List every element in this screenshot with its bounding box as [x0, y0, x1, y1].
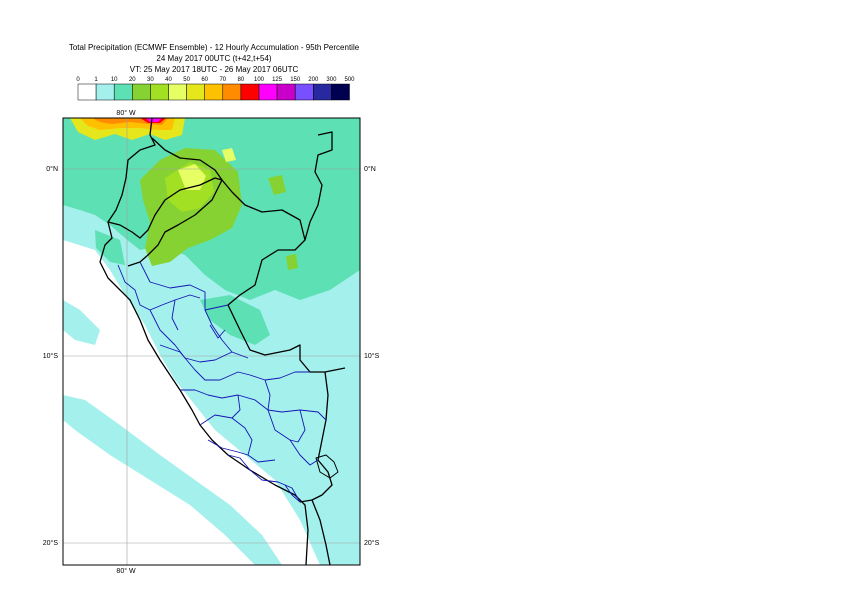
region-border [231, 394, 241, 419]
region-border [284, 484, 301, 503]
legend-tick-label: 80 [238, 77, 245, 83]
legend-tick-label: 50 [183, 77, 190, 83]
region-border [171, 299, 179, 331]
border-ecuador-peru [107, 177, 223, 267]
legend-tick-label: 0 [76, 77, 80, 83]
legend-tick-label: 10 [111, 77, 118, 83]
bottom-longitude-label: 80° W [116, 567, 136, 575]
legend-tick-label: 200 [308, 77, 319, 83]
legend-tick-label: 70 [219, 77, 226, 83]
region-border [207, 439, 249, 456]
legend-tick-label: 30 [147, 77, 154, 83]
legend-tick-label: 125 [272, 77, 283, 83]
map-title: Total Precipitation (ECMWF Ensemble) - 1… [68, 43, 360, 52]
lat-label-left: 0°N [46, 165, 58, 173]
lat-label-left: 20°S [43, 539, 59, 547]
lake-titicaca [315, 454, 339, 479]
border-colombia-ecuador [151, 137, 223, 181]
legend-tick-label: 100 [254, 77, 265, 83]
border-peru-brazil [227, 304, 346, 373]
border-bolivia-chile [311, 499, 331, 565]
legend-tick-label: 150 [290, 77, 301, 83]
top-longitude-label: 80° W [116, 109, 136, 117]
legend-swatch [331, 83, 350, 101]
valid-time: VT: 25 May 2017 18UTC - 26 May 2017 06UT… [129, 65, 299, 74]
legend-tick-label: 500 [344, 77, 355, 83]
graticule [63, 118, 360, 565]
region-border [227, 454, 301, 503]
border-colombia-brazil [304, 131, 333, 241]
region-border [204, 304, 229, 311]
region-border [264, 379, 319, 466]
legend-tick-label: 40 [165, 77, 172, 83]
coastline [99, 118, 309, 565]
region-border [180, 389, 327, 421]
color-legend: 0 1 10 20 30 40 50 60 70 80 100 125 150 200 300 500 [76, 77, 355, 101]
border-peru-bolivia [299, 371, 333, 503]
lat-label-right: 20°S [364, 539, 380, 547]
lat-label-left: 10°S [43, 352, 59, 360]
region-border [209, 324, 226, 339]
region-border [289, 409, 306, 443]
region-border [159, 344, 310, 381]
run-time: 24 May 2017 00UTC (t+42,t+54) [156, 54, 272, 63]
country-borders [99, 118, 346, 565]
legend-tick-label: 1 [94, 77, 98, 83]
legend-tick-label: 60 [201, 77, 208, 83]
region-border [139, 261, 249, 359]
lat-label-right: 0°N [364, 165, 376, 173]
region-border [199, 414, 276, 463]
lat-label-right: 10°S [364, 352, 380, 360]
map-frame [62, 117, 361, 566]
region-borders [117, 261, 327, 503]
legend-tick-label: 300 [326, 77, 337, 83]
legend-tick-label: 20 [129, 77, 136, 83]
